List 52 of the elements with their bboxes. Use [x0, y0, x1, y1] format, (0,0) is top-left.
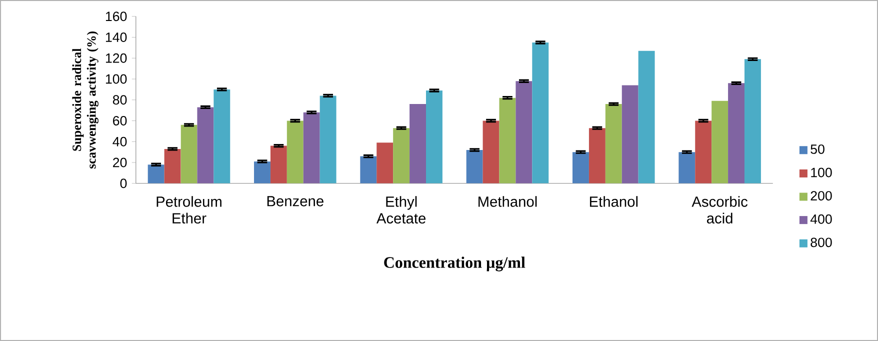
bar [286, 120, 304, 184]
bar [499, 98, 516, 184]
bar [588, 128, 606, 184]
bar [254, 161, 270, 184]
x-axis-title: Concentration µg/ml [384, 256, 526, 272]
bar [744, 59, 761, 184]
y-tick-label: 140 [106, 32, 127, 42]
y-tick-label: 20 [113, 158, 127, 168]
x-tick-label: Ethanol [590, 196, 638, 207]
bar [197, 107, 214, 184]
bar [532, 42, 549, 184]
bar [376, 142, 394, 184]
bar [728, 83, 744, 184]
x-tick-label: Methanol [478, 196, 537, 207]
y-tick-label: 40 [112, 136, 127, 146]
bar [605, 104, 622, 184]
bar [516, 81, 532, 184]
bar [180, 124, 198, 184]
y-tick-label: 160 [106, 12, 127, 22]
x-tick-label: Ethyl Acetate [376, 196, 426, 224]
bar [360, 156, 377, 184]
y-tick-label: 100 [106, 74, 127, 84]
y-tick-label: 60 [113, 116, 127, 126]
bar [638, 50, 655, 184]
legend-label: 200 [810, 191, 832, 201]
x-tick-label: Ascorbic acid [692, 196, 748, 224]
bar [622, 85, 638, 184]
bar [426, 90, 442, 184]
bar [393, 128, 410, 184]
legend-label: 100 [811, 168, 832, 178]
bar [572, 152, 589, 184]
bar [695, 120, 712, 184]
y-tick-label: 80 [112, 95, 127, 105]
bar [410, 104, 426, 184]
bar [270, 146, 287, 184]
legend-label: 800 [810, 238, 832, 248]
legend-label: 50 [810, 144, 824, 154]
bar [214, 89, 230, 184]
bar [466, 150, 483, 184]
bar [148, 164, 164, 184]
x-tick-label: Petroleum Ether [156, 196, 222, 224]
bar [482, 120, 500, 184]
legend-label: 400 [810, 214, 832, 224]
bar [678, 152, 696, 184]
bar [164, 148, 181, 184]
y-axis-title: Superoxide radical scavwenging activity (%) [72, 31, 98, 168]
y-tick-label: 0 [120, 178, 127, 188]
bar [303, 112, 320, 184]
x-tick-label: Benzene [267, 196, 324, 206]
bar [320, 96, 336, 184]
y-tick-label: 120 [106, 53, 127, 63]
bar [712, 100, 728, 184]
